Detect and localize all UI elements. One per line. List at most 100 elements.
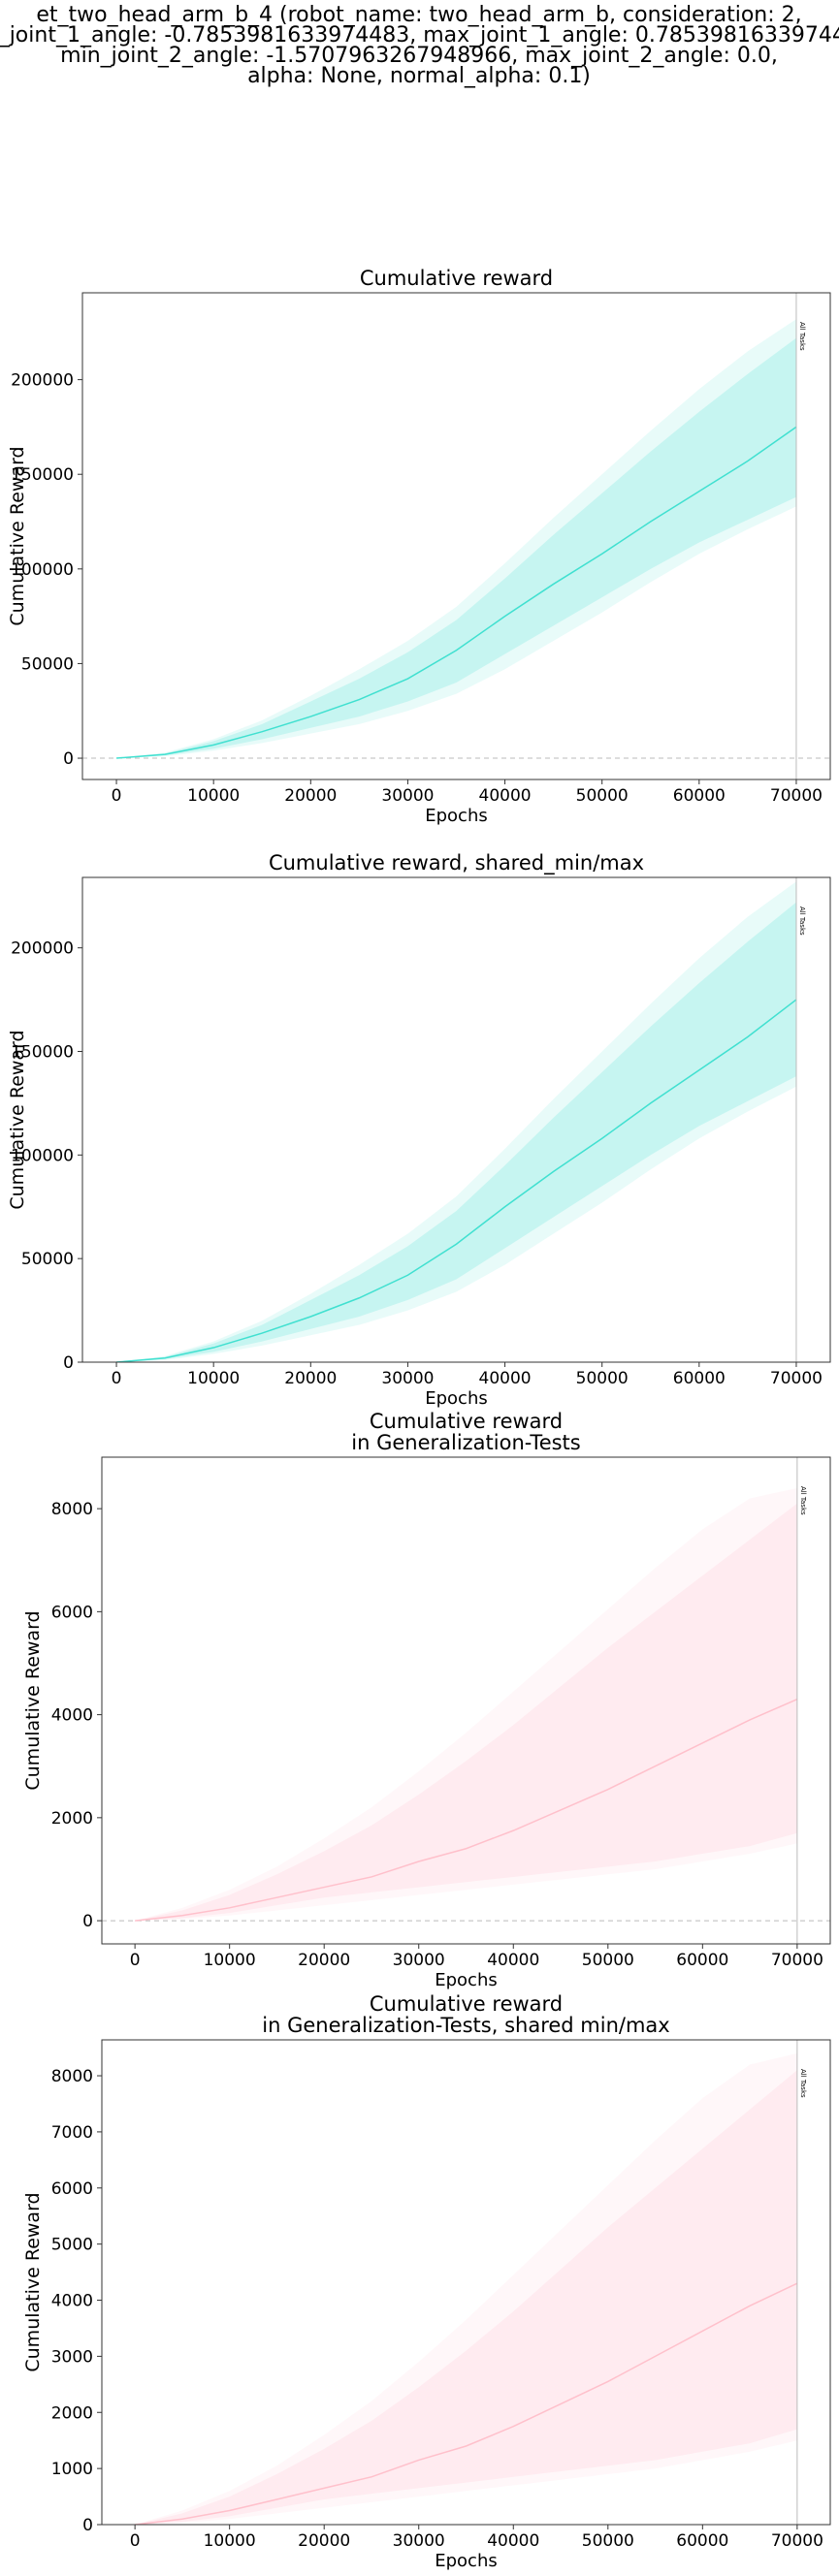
x-tick-label: 70000 [771, 1951, 823, 1970]
x-tick-label: 0 [112, 1369, 122, 1388]
y-tick-label: 4000 [51, 1706, 93, 1726]
x-tick-label: 20000 [284, 1369, 337, 1388]
y-tick-label: 3000 [51, 2347, 93, 2367]
std-band [116, 337, 796, 759]
y-tick-label: 8000 [51, 2067, 93, 2086]
x-tick-label: 50000 [576, 786, 629, 806]
task-label: All Tasks [799, 1486, 807, 1515]
axes-frame [81, 292, 831, 780]
y-tick-label: 0 [63, 749, 74, 769]
min-max-band [116, 881, 796, 1362]
y-tick-label: 2000 [51, 2403, 93, 2423]
x-tick-label: 50000 [576, 1369, 629, 1388]
y-tick-label: 7000 [51, 2123, 93, 2143]
y-tick-label: 0 [63, 1353, 74, 1373]
x-tick-label: 60000 [676, 1951, 728, 1970]
chart-title: in Generalization-Tests, shared min/max [262, 2014, 669, 2037]
chart-title: Cumulative reward [360, 267, 553, 290]
x-axis-label: Epochs [435, 1970, 498, 1990]
plot-area [135, 2040, 798, 2525]
x-tick-label: 10000 [187, 786, 240, 806]
x-tick-label: 10000 [204, 1951, 256, 1970]
y-tick-label: 6000 [51, 2179, 93, 2199]
y-tick-label: 6000 [51, 1603, 93, 1622]
std-band [135, 2070, 797, 2525]
min-max-band [135, 2052, 797, 2525]
y-tick-label: 5000 [51, 2236, 93, 2255]
y-axis-label: Cumulative Reward [7, 446, 28, 625]
y-axis-label: Cumulative Reward [22, 2192, 44, 2371]
y-tick-label: 150000 [11, 465, 74, 485]
axes-frame [101, 1456, 831, 1945]
x-tick-label: 30000 [381, 786, 434, 806]
y-tick-label: 0 [82, 1912, 93, 1931]
chart-title: Cumulative reward [370, 1410, 563, 1433]
min-max-band [116, 319, 796, 759]
y-tick-label: 0 [82, 2516, 93, 2535]
y-tick-label: 200000 [11, 371, 74, 391]
x-tick-label: 10000 [187, 1369, 240, 1388]
task-label: All Tasks [798, 906, 806, 936]
mean-line [135, 2282, 798, 2525]
x-tick-label: 40000 [479, 786, 532, 806]
chart-title: Cumulative reward, shared_min/max [269, 851, 644, 875]
x-tick-label: 50000 [582, 2531, 634, 2551]
task-label: All Tasks [799, 2069, 807, 2098]
x-tick-label: 60000 [676, 2531, 728, 2551]
y-tick-label: 100000 [11, 560, 74, 580]
axes-frame [101, 2039, 831, 2526]
figure-title: et_two_head_arm_b_4 (robot_name: two_hea… [36, 3, 801, 27]
plot-area [115, 877, 797, 1362]
x-tick-label: 20000 [298, 1951, 350, 1970]
figure-title: alpha: None, normal_alpha: 0.1) [247, 64, 591, 88]
y-tick-label: 50000 [21, 654, 74, 674]
x-tick-label: 70000 [770, 786, 823, 806]
y-tick-label: 150000 [11, 1042, 74, 1062]
x-tick-label: 60000 [673, 1369, 726, 1388]
x-tick-label: 60000 [673, 786, 726, 806]
x-tick-label: 10000 [204, 2531, 256, 2551]
x-tick-label: 20000 [284, 786, 337, 806]
y-tick-label: 50000 [21, 1250, 74, 1269]
axes-frame [81, 876, 831, 1363]
x-tick-label: 50000 [582, 1951, 634, 1970]
plot-area [102, 1457, 830, 1944]
figure-title: min_joint_2_angle: -1.5707963267948966, … [60, 44, 778, 68]
x-axis-label: Epochs [425, 1388, 488, 1409]
plot: All Tasks 0 10000 20000 30000 40000 50000 60000… [7, 267, 831, 826]
min-max-band [135, 1487, 797, 1922]
std-band [135, 1503, 797, 1922]
chart-title: Cumulative reward [370, 1992, 563, 2016]
x-tick-label: 40000 [479, 1369, 532, 1388]
x-tick-label: 40000 [487, 1951, 539, 1970]
y-tick-label: 8000 [51, 1500, 93, 1519]
std-band [116, 902, 796, 1362]
mean-line [115, 999, 797, 1362]
y-tick-label: 2000 [51, 1809, 93, 1829]
mean-line [135, 1698, 798, 1922]
x-tick-label: 0 [130, 1951, 141, 1970]
y-tick-label: 100000 [11, 1146, 74, 1165]
x-tick-label: 40000 [487, 2531, 539, 2551]
task-label: All Tasks [798, 322, 806, 351]
x-tick-label: 30000 [393, 2531, 445, 2551]
x-axis-label: Epochs [425, 806, 488, 826]
plot: All Tasks 0 10000 20000 30000 40000 50000 60000… [7, 851, 831, 1409]
x-tick-label: 20000 [298, 2531, 350, 2551]
plot-area [82, 293, 830, 779]
x-tick-label: 0 [130, 2531, 141, 2551]
mean-line [115, 426, 797, 759]
y-tick-label: 200000 [11, 939, 74, 959]
figure-title: min_joint_1_angle: -0.7853981633974483, … [0, 23, 839, 48]
y-tick-label: 4000 [51, 2292, 93, 2311]
x-tick-label: 70000 [770, 1369, 823, 1388]
x-tick-label: 0 [112, 786, 122, 806]
x-tick-label: 30000 [381, 1369, 434, 1388]
chart-title: in Generalization-Tests [351, 1431, 580, 1454]
x-tick-label: 30000 [393, 1951, 445, 1970]
y-axis-label: Cumulative Reward [7, 1030, 28, 1209]
y-tick-label: 1000 [51, 2460, 93, 2479]
